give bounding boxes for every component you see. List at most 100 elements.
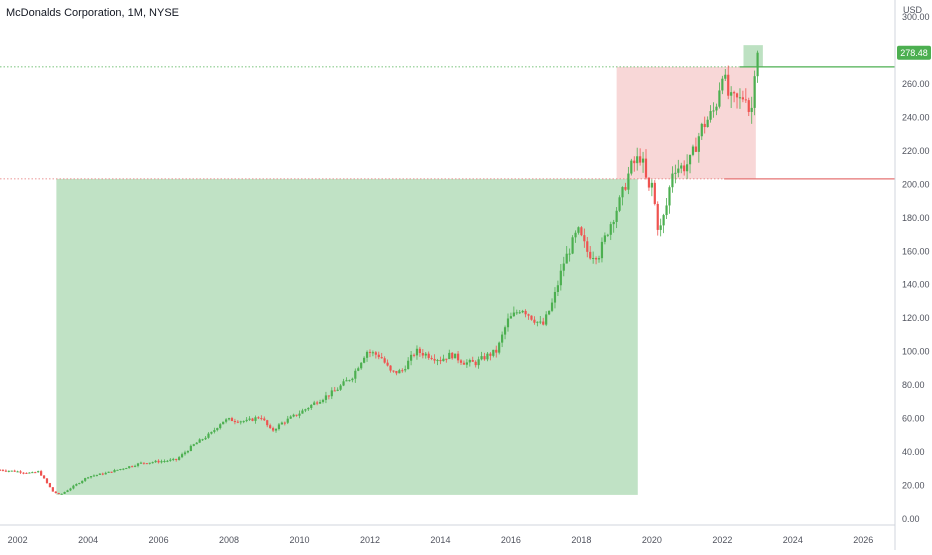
candle-down	[157, 460, 160, 463]
candle-up	[339, 385, 342, 390]
candle-up	[756, 52, 759, 77]
candle-up	[60, 493, 63, 495]
candle-up	[89, 476, 93, 478]
candle-up	[342, 381, 345, 386]
candle-down	[19, 471, 22, 473]
candle-up	[239, 421, 242, 423]
y-tick-label: 300.00	[902, 12, 930, 22]
candle-up	[357, 368, 360, 371]
y-tick-label: 260.00	[902, 79, 930, 89]
candle-down	[251, 418, 254, 421]
candle-up	[204, 437, 207, 440]
candle-down	[233, 421, 237, 423]
y-tick-label: 120.00	[902, 313, 930, 323]
candle-up	[600, 241, 604, 259]
candle-down	[483, 356, 486, 360]
candle-down	[433, 358, 436, 361]
candle-up	[706, 119, 709, 128]
candle-up	[189, 445, 192, 451]
candle-up	[365, 351, 369, 358]
candle-up	[95, 474, 99, 476]
candle-up	[709, 111, 712, 120]
candle-down	[703, 123, 706, 128]
candle-down	[142, 462, 145, 464]
candle-up	[518, 312, 521, 314]
candle-down	[389, 365, 392, 371]
candle-up	[224, 419, 228, 422]
candle-up	[242, 421, 245, 423]
candle-up	[577, 227, 580, 233]
chart-title: McDonalds Corporation, 1M, NYSE	[6, 7, 180, 19]
candle-up	[568, 253, 571, 255]
x-tick-label: 2012	[360, 535, 380, 545]
x-tick-label: 2016	[501, 535, 521, 545]
candle-up	[72, 485, 75, 489]
candle-down	[131, 466, 134, 468]
candle-up	[688, 154, 692, 165]
candle-down	[456, 353, 460, 361]
candle-up	[336, 389, 339, 391]
candle-up	[213, 430, 216, 432]
candle-up	[195, 442, 198, 445]
candle-up	[178, 457, 181, 460]
candle-down	[380, 357, 383, 359]
candle-up	[718, 90, 721, 107]
candle-down	[1, 469, 5, 471]
candle-up	[691, 146, 695, 155]
candle-up	[321, 399, 325, 402]
candle-up	[128, 466, 131, 469]
candle-down	[427, 353, 430, 358]
candle-up	[668, 187, 671, 206]
candle-down	[283, 422, 286, 424]
candles-layer	[0, 50, 759, 495]
candle-up	[63, 491, 66, 494]
candle-up	[565, 253, 568, 264]
x-tick-label: 2008	[219, 535, 239, 545]
candle-up	[183, 452, 187, 455]
candle-up	[107, 471, 110, 473]
candle-up	[160, 461, 163, 463]
candle-up	[28, 472, 31, 474]
y-tick-label: 60.00	[902, 413, 925, 423]
candle-up	[612, 221, 615, 225]
candle-up	[724, 74, 727, 79]
candle-down	[735, 93, 739, 98]
candle-down	[451, 352, 454, 359]
long-green-zone	[56, 178, 638, 495]
candle-down	[445, 358, 448, 360]
candle-up	[477, 359, 480, 366]
candle-up	[398, 370, 401, 374]
candle-down	[257, 417, 260, 419]
candle-up	[371, 352, 375, 354]
candle-up	[78, 483, 81, 485]
candle-up	[307, 407, 310, 410]
candle-up	[292, 414, 295, 417]
y-tick-label: 220.00	[902, 146, 930, 156]
candle-up	[318, 401, 322, 404]
y-tick-label: 80.00	[902, 380, 925, 390]
candle-up	[680, 165, 683, 169]
candle-up	[536, 321, 539, 323]
candle-up	[503, 327, 507, 335]
candle-up	[454, 353, 457, 359]
candle-down	[175, 458, 178, 460]
candle-up	[553, 291, 557, 303]
candle-up	[424, 353, 427, 356]
candle-down	[474, 361, 477, 366]
candle-up	[286, 418, 289, 423]
candle-up	[113, 470, 116, 473]
candle-down	[418, 348, 421, 353]
candle-down	[530, 315, 533, 320]
candle-down	[22, 472, 25, 474]
candle-up	[154, 460, 157, 463]
candle-down	[392, 370, 395, 372]
candle-up	[671, 173, 674, 188]
candle-up	[122, 468, 125, 470]
candle-down	[230, 418, 234, 422]
candle-up	[198, 439, 201, 443]
candle-up	[210, 431, 213, 434]
candle-up	[324, 395, 328, 400]
candle-up	[116, 469, 119, 471]
